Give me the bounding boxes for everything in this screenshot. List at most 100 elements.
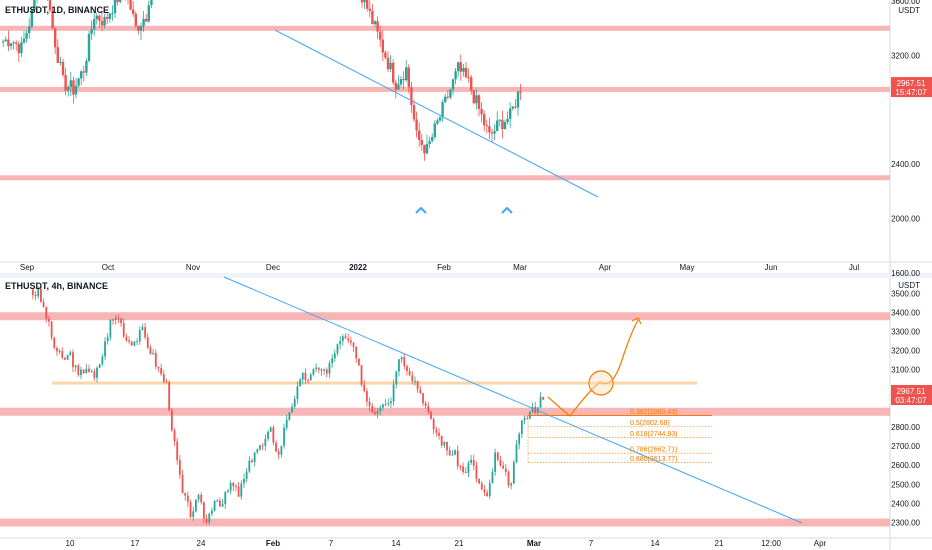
bottom-candle — [523, 418, 526, 421]
bottom-candle — [293, 399, 296, 407]
bottom-candle — [472, 459, 475, 466]
bottom-candle — [392, 384, 395, 402]
top-candle — [509, 108, 512, 119]
bottom-candle — [470, 459, 472, 463]
top-candle — [98, 15, 101, 21]
bottom-candle — [296, 386, 299, 400]
bottom-candle — [130, 341, 133, 346]
bottom-candle — [315, 367, 318, 370]
top-candle — [93, 19, 96, 30]
top-candle — [147, 5, 150, 22]
top-plot-area[interactable] — [0, 0, 890, 262]
bottom-candle — [411, 375, 414, 382]
bottom-candle — [219, 500, 221, 507]
top-candle — [72, 80, 75, 95]
bottom-candle — [526, 418, 529, 420]
top-candle — [459, 62, 462, 72]
bottom-candle — [53, 337, 56, 349]
bottom-candle — [56, 348, 58, 352]
bottom-candle — [245, 471, 248, 479]
bottom-candle — [331, 358, 334, 364]
top-candle — [511, 106, 514, 109]
top-candle — [150, 0, 153, 6]
bottom-time-label: 12:00 — [761, 539, 782, 548]
top-candle — [85, 60, 88, 73]
fib-label-4: 0.886(2613.77) — [630, 456, 677, 463]
bottom-candle — [275, 442, 277, 452]
top-candle — [77, 78, 80, 86]
bottom-candle — [232, 482, 235, 487]
top-countdown: 15:47:07 — [895, 88, 927, 97]
bottom-candle — [194, 499, 197, 512]
bottom-candle — [216, 500, 219, 502]
top-candle — [145, 18, 148, 22]
bottom-candle — [432, 419, 435, 430]
bottom-candle — [414, 380, 416, 382]
top-candle — [420, 139, 423, 146]
bottom-time-label: 7 — [589, 539, 594, 548]
bottom-zone-2300 — [0, 518, 890, 527]
top-candle — [7, 39, 10, 47]
top-price-tag: 2967.51 15:47:07 — [891, 77, 932, 98]
top-candle — [33, 0, 36, 11]
bottom-candle — [357, 358, 360, 366]
bottom-candle — [491, 472, 494, 484]
top-candle — [477, 95, 481, 109]
bottom-time-label: 14 — [392, 539, 401, 548]
bottom-candle — [328, 363, 331, 374]
bottom-candle — [408, 371, 411, 376]
bottom-time-label: 21 — [455, 539, 464, 548]
bottom-candle — [462, 466, 464, 472]
bottom-candle — [32, 289, 34, 296]
top-candle — [376, 21, 379, 32]
top-candle — [402, 79, 405, 81]
top-candle — [366, 0, 369, 9]
top-candle — [30, 10, 33, 27]
bottom-candle — [125, 336, 128, 341]
top-candle — [514, 106, 517, 108]
top-candle — [425, 144, 429, 154]
top-candle — [139, 26, 143, 31]
bottom-zone-2880 — [0, 407, 890, 416]
top-candle — [493, 131, 496, 134]
bottom-candle — [379, 407, 382, 412]
bottom-candle — [365, 391, 368, 402]
bottom-candle — [152, 352, 155, 355]
bottom-price-label: 3400.00 — [891, 308, 920, 317]
top-candle — [134, 13, 137, 26]
bottom-candle — [325, 369, 328, 374]
bottom-candle — [104, 341, 106, 357]
bottom-candle — [146, 337, 149, 348]
bottom-candle — [355, 346, 358, 359]
top-candle — [412, 105, 416, 120]
top-candle — [415, 119, 418, 131]
bottom-candle — [208, 513, 211, 523]
top-candle — [436, 120, 439, 124]
bottom-candle — [438, 432, 440, 436]
bottom-time-label: Mar — [527, 539, 541, 548]
bottom-candle — [200, 494, 203, 503]
bottom-candle — [384, 404, 387, 406]
bottom-candle — [173, 430, 176, 442]
bottom-candle — [347, 338, 350, 341]
bottom-candle — [64, 357, 66, 360]
bottom-candle — [154, 352, 157, 367]
fib-label-3: 0.786(2662.71) — [630, 447, 677, 454]
pane-separator[interactable] — [0, 273, 932, 278]
bottom-candle — [344, 336, 347, 339]
top-price-label: 1600.00 — [891, 269, 920, 278]
bottom-candle — [34, 295, 37, 297]
top-candle — [28, 26, 31, 34]
top-candle — [410, 87, 413, 106]
bottom-candle — [72, 352, 74, 368]
top-last-price: 2967.51 — [897, 79, 926, 88]
bottom-countdown: 03:47:07 — [895, 396, 927, 405]
bottom-price-label: 3100.00 — [891, 366, 920, 375]
bottom-candle — [269, 427, 272, 432]
bottom-candle — [422, 393, 424, 404]
bottom-candle — [307, 379, 310, 381]
bottom-candle — [85, 368, 88, 374]
top-trendline — [274, 29, 599, 198]
bottom-candle — [122, 323, 125, 337]
